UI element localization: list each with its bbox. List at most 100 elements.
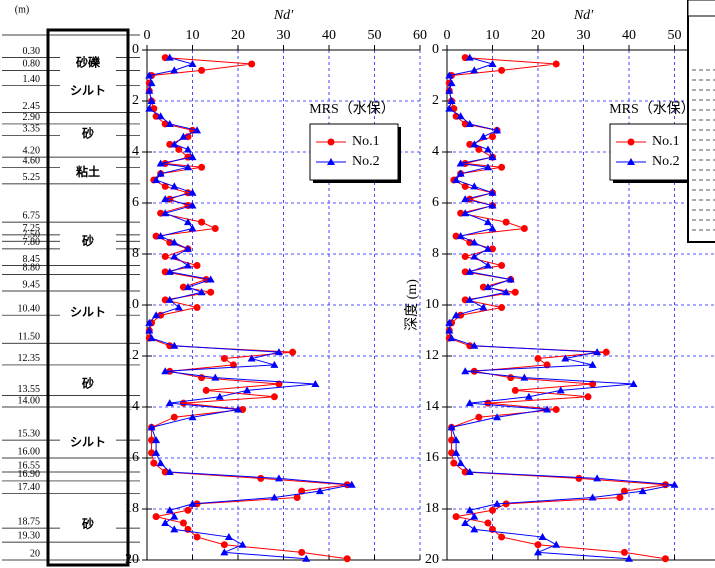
depth-label: 6.75 [23, 210, 41, 221]
marker [165, 119, 174, 127]
marker [165, 468, 174, 476]
layer-label-bg [60, 232, 116, 251]
x-tick-label: 20 [531, 28, 545, 43]
marker [152, 311, 161, 319]
marker [170, 252, 179, 260]
y-tick-label: 12 [125, 348, 139, 363]
marker [447, 334, 456, 342]
marker [456, 232, 465, 240]
marker [575, 474, 583, 482]
marker [625, 554, 633, 562]
marker [445, 318, 454, 326]
marker [552, 406, 560, 414]
marker [183, 261, 192, 269]
marker [257, 474, 265, 482]
marker [170, 413, 178, 421]
marker [483, 163, 492, 171]
marker [183, 283, 192, 291]
x-tick-label: 30 [577, 28, 591, 43]
marker [493, 126, 502, 134]
marker [452, 311, 461, 319]
depth-label: 14.00 [18, 395, 41, 406]
legend-marker [627, 158, 635, 165]
y-axis-label: 深度 (m) [404, 279, 420, 331]
marker [198, 218, 206, 226]
marker [198, 66, 206, 74]
legend-marker [627, 138, 635, 146]
marker [520, 373, 529, 381]
marker [498, 163, 506, 171]
marker [470, 512, 479, 520]
layer-label-bg [60, 433, 116, 452]
marker [511, 386, 519, 394]
layer-label-bg [60, 53, 116, 72]
marker [489, 506, 496, 514]
legend-box [309, 123, 399, 181]
marker [461, 182, 469, 190]
side-panel [687, 0, 715, 243]
marker [445, 86, 454, 94]
marker [193, 533, 201, 541]
y-tick-label: 2 [132, 93, 139, 108]
marker [175, 145, 183, 153]
marker [161, 519, 170, 527]
marker [452, 448, 461, 456]
marker [488, 201, 497, 209]
y-tick-label: 20 [125, 552, 139, 567]
marker [188, 224, 197, 232]
x-tick-label: 40 [622, 28, 636, 43]
marker [452, 176, 461, 184]
marker [538, 533, 547, 541]
marker [156, 112, 165, 120]
layer-name: 砂 [81, 233, 94, 248]
marker [152, 436, 161, 444]
marker [616, 494, 624, 502]
marker [206, 275, 215, 283]
marker [488, 60, 497, 68]
layer-name: 砂 [81, 126, 94, 141]
marker [488, 224, 497, 232]
layer-label-bg [60, 515, 116, 534]
depth-label: 0.80 [23, 59, 41, 70]
marker [211, 225, 219, 232]
depth-label: 12.35 [18, 353, 41, 364]
marker [188, 153, 197, 161]
marker [183, 145, 192, 153]
legend-marker [327, 158, 335, 165]
depth-label: 4.20 [23, 145, 41, 156]
marker [170, 512, 179, 520]
marker [470, 238, 479, 246]
marker [156, 159, 165, 167]
depth-label: 4.60 [23, 156, 41, 167]
depth-label: 9.45 [23, 279, 41, 290]
chart-title: Nd' [573, 8, 594, 23]
depth-label: 16.90 [18, 469, 41, 480]
marker [452, 436, 461, 444]
marker [447, 423, 456, 431]
marker [484, 519, 492, 527]
layer-name: 砂 [81, 516, 94, 531]
y-tick-label: 10 [425, 297, 439, 312]
x-tick-label: 50 [668, 28, 682, 43]
legend-label: No.2 [352, 154, 380, 169]
depth-label: 8.80 [23, 263, 41, 274]
y-tick-label: 8 [432, 246, 439, 261]
marker [298, 487, 306, 495]
marker [465, 295, 474, 303]
marker [447, 79, 456, 87]
marker [488, 153, 497, 161]
marker [489, 133, 496, 141]
x-tick-label: 10 [486, 28, 500, 43]
marker [465, 506, 474, 514]
layer-label-bg [60, 163, 116, 182]
marker [556, 386, 565, 394]
marker [147, 97, 156, 104]
marker [170, 182, 179, 190]
y-tick-label: 6 [432, 195, 439, 210]
marker [152, 513, 160, 521]
marker [470, 341, 479, 349]
marker [270, 360, 279, 368]
legend-marker [327, 138, 335, 146]
x-tick-label: 10 [186, 28, 200, 43]
y-tick-label: 4 [132, 144, 139, 159]
